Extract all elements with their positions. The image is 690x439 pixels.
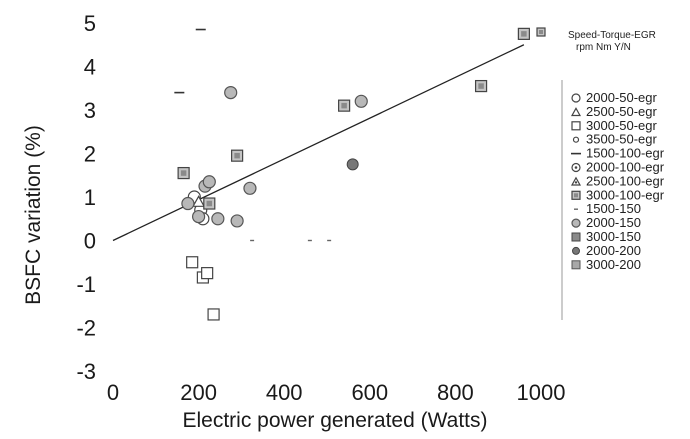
x-tick-label: 0	[107, 380, 119, 405]
data-point	[202, 175, 216, 189]
y-axis-label: BSFC variation (%)	[22, 125, 45, 305]
y-tick-label: 4	[84, 55, 96, 80]
legend-header-line1: Speed-Torque-EGR	[568, 30, 656, 41]
data-point	[207, 308, 220, 321]
data-point	[346, 158, 359, 171]
legend-label: 2000-50-egr	[586, 90, 657, 105]
legend-marker-dot	[574, 181, 578, 184]
data-point	[192, 195, 206, 207]
data-point	[354, 94, 368, 108]
legend-marker	[571, 260, 581, 270]
y-axis-ticks: 5 4 3 2 1 0 -1 -2 -3	[76, 11, 96, 384]
legend-marker	[571, 121, 581, 131]
y-tick-label: -2	[76, 316, 96, 341]
legend-label: 2500-50-egr	[586, 104, 657, 119]
legend-marker	[570, 107, 582, 117]
legend-items: 2000-50-egr2500-50-egr3000-50-egr3500-50…	[536, 27, 665, 272]
data-point	[181, 196, 195, 211]
legend-marker	[571, 93, 581, 103]
y-tick-label: 2	[84, 142, 96, 167]
legend-label: 1500-150	[586, 201, 641, 216]
data-point	[224, 85, 238, 100]
legend-header-marker-inner	[539, 30, 543, 34]
x-tick-label: 1000	[517, 380, 566, 405]
legend-label: 2500-100-egr	[586, 173, 665, 188]
legend-label: 1500-100-egr	[586, 146, 665, 161]
data-point	[243, 181, 257, 195]
y-tick-label: 1	[84, 185, 96, 210]
data-point	[192, 209, 206, 224]
x-tick-label: 800	[437, 380, 474, 405]
legend-marker	[571, 232, 581, 242]
legend-label: 2000-150	[586, 215, 641, 230]
legend-label: 2000-100-egr	[586, 160, 665, 175]
legend-marker	[571, 218, 581, 228]
y-tick-label: -1	[76, 272, 96, 297]
legend-label: 3000-50-egr	[586, 118, 657, 133]
x-tick-label: 600	[351, 380, 388, 405]
y-tick-label: 5	[84, 11, 96, 36]
data-point	[211, 212, 225, 226]
legend-label: 3000-150	[586, 229, 641, 244]
legend-marker-dot	[574, 166, 578, 169]
x-tick-label: 400	[266, 380, 303, 405]
legend-label: 2000-200	[586, 243, 641, 258]
legend-marker-inner	[574, 193, 578, 198]
legend-marker	[572, 136, 580, 143]
data-point-inner	[206, 200, 213, 207]
legend: Speed-Torque-EGR rpm Nm Y/N 2000-50-egr2…	[536, 27, 665, 320]
legend-label: 3000-200	[586, 257, 641, 272]
data-point	[230, 214, 244, 228]
data-point-inner	[234, 152, 240, 159]
x-axis-ticks: 0 200 400 600 800 1000	[107, 380, 566, 405]
data-points	[174, 27, 530, 321]
legend-marker	[572, 246, 580, 255]
y-tick-label: 0	[84, 229, 96, 254]
data-point-inner	[341, 102, 347, 109]
data-point	[186, 256, 199, 269]
x-axis-label: Electric power generated (Watts)	[182, 409, 487, 432]
y-tick-label: 3	[84, 98, 96, 123]
data-point-inner	[180, 170, 187, 176]
data-point-inner	[478, 83, 484, 89]
x-tick-label: 200	[180, 380, 217, 405]
data-point-inner	[521, 31, 527, 37]
y-tick-label: -3	[76, 359, 96, 384]
legend-label: 3000-100-egr	[586, 187, 665, 202]
trend-line	[112, 44, 525, 242]
legend-label: 3500-50-egr	[586, 132, 657, 147]
legend-header-line2: rpm Nm Y/N	[576, 42, 631, 53]
data-point	[201, 267, 214, 280]
